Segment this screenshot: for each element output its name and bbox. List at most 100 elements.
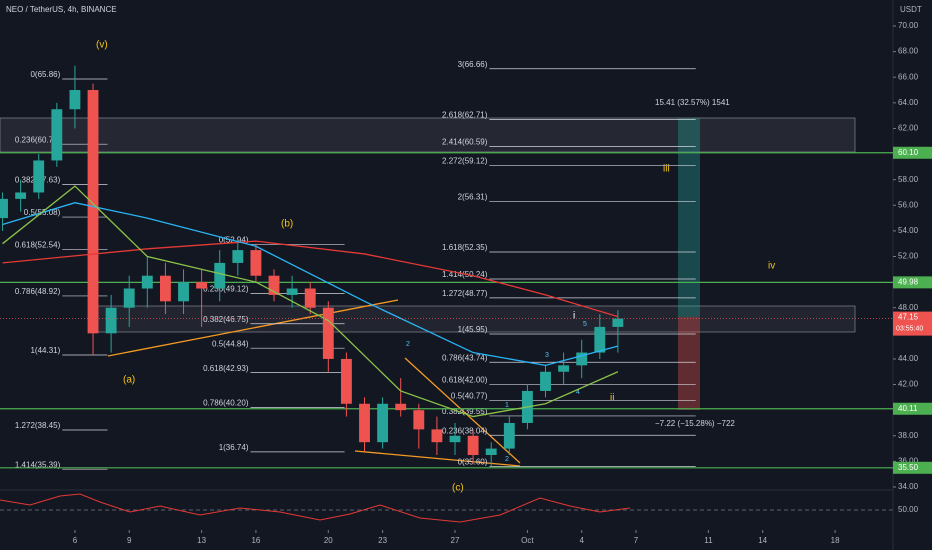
fib-label: 2.618(62.71) bbox=[442, 110, 488, 119]
countdown: 03:55:40 bbox=[896, 325, 923, 332]
zone bbox=[0, 117, 856, 153]
fib-label: 1.414(35.39) bbox=[15, 460, 61, 469]
trend-line bbox=[404, 357, 521, 464]
candle-body bbox=[105, 307, 117, 334]
candle-body bbox=[467, 435, 479, 455]
last-price-badge bbox=[893, 311, 932, 336]
candle-body bbox=[69, 90, 81, 110]
y-tick-label: 70.00 bbox=[898, 21, 919, 30]
level-badge bbox=[893, 402, 932, 415]
wave-circle: 2 bbox=[505, 456, 509, 463]
fib-label: 0.786(43.74) bbox=[442, 353, 488, 362]
candle-body bbox=[576, 352, 588, 366]
candle-body bbox=[395, 403, 407, 411]
candle-body bbox=[232, 250, 244, 263]
fib-label: 2(56.31) bbox=[458, 192, 488, 201]
candle-body bbox=[431, 429, 443, 443]
y-tick-label: 66.00 bbox=[898, 72, 919, 81]
fib-label: 0.382(46.75) bbox=[203, 315, 249, 324]
wave-circle: 2 bbox=[406, 341, 410, 348]
measure-up bbox=[678, 118, 700, 317]
x-tick-label: 6 bbox=[73, 536, 78, 545]
last-price-label: 47.15 bbox=[898, 313, 919, 322]
fib-label: 2.272(59.12) bbox=[442, 156, 488, 165]
fib-label: 0.236(60.77) bbox=[15, 135, 61, 144]
x-tick-label: 7 bbox=[634, 536, 639, 545]
wave-label: (a) bbox=[123, 375, 135, 386]
x-tick-label: Oct bbox=[521, 536, 534, 545]
currency: USDT bbox=[900, 5, 922, 14]
fib-label: 3(66.66) bbox=[458, 60, 488, 69]
trend-line bbox=[354, 450, 521, 467]
fib-label: 0.236(38.04) bbox=[442, 426, 488, 435]
candle-body bbox=[449, 435, 461, 443]
candle-body bbox=[87, 90, 99, 334]
fib-label: 0.5(44.84) bbox=[212, 339, 249, 348]
y-tick-label: 52.00 bbox=[898, 252, 919, 261]
y-tick-label: 56.00 bbox=[898, 200, 919, 209]
candle-body bbox=[141, 275, 153, 289]
fib-label: 1.272(48.77) bbox=[442, 289, 488, 298]
y-tick-label: 42.00 bbox=[898, 380, 919, 389]
measure-label: 15.41 (32.57%) 1541 bbox=[655, 98, 730, 107]
level-label: 60.10 bbox=[898, 148, 919, 157]
osc-level: 50.00 bbox=[898, 505, 919, 514]
fib-label: 0(65.86) bbox=[30, 70, 60, 79]
candle-body bbox=[178, 282, 189, 302]
fib-label: 0.786(48.92) bbox=[15, 287, 61, 296]
candle-body bbox=[304, 288, 316, 308]
x-tick-label: 4 bbox=[579, 536, 584, 545]
candle-body bbox=[340, 358, 352, 404]
candle-body bbox=[33, 160, 45, 193]
y-tick-label: 48.00 bbox=[898, 303, 919, 312]
moving-average bbox=[2, 202, 619, 367]
candle-body bbox=[268, 275, 280, 295]
candle-body bbox=[51, 109, 63, 161]
wave-circle: 4 bbox=[576, 389, 580, 396]
fib-label: 2.414(60.59) bbox=[442, 138, 488, 147]
fib-label: 0.618(42.00) bbox=[442, 376, 488, 385]
wave-circle: 1 bbox=[505, 402, 509, 409]
y-tick-label: 34.00 bbox=[898, 482, 919, 491]
level-label: 35.50 bbox=[898, 463, 919, 472]
candle-body bbox=[123, 288, 135, 308]
fib-label: 0.5(40.77) bbox=[451, 391, 488, 400]
fib-label: 0.786(40.20) bbox=[203, 399, 249, 408]
candle-body bbox=[377, 403, 389, 443]
candle-body bbox=[485, 448, 497, 455]
candle-body bbox=[558, 365, 570, 372]
level-label: 49.98 bbox=[898, 277, 919, 286]
wave-label: (v) bbox=[96, 40, 108, 51]
candle-body bbox=[413, 410, 425, 430]
candle-body bbox=[503, 422, 515, 449]
fib-label: 1.272(38.45) bbox=[15, 421, 61, 430]
fib-label: 0.236(49.12) bbox=[203, 284, 249, 293]
moving-average bbox=[2, 240, 619, 318]
level-badge bbox=[893, 276, 932, 289]
wave-circle: 5 bbox=[583, 321, 587, 328]
candle-body bbox=[159, 275, 171, 302]
fib-label: 1(45.95) bbox=[458, 325, 488, 334]
candle-body bbox=[322, 307, 334, 359]
fib-label: 0.618(52.54) bbox=[15, 241, 61, 250]
fib-label: 0.382(39.55) bbox=[442, 407, 488, 416]
x-tick-label: 9 bbox=[127, 536, 132, 545]
candle-body bbox=[250, 250, 262, 276]
wave-label: i bbox=[573, 311, 575, 322]
y-tick-label: 64.00 bbox=[898, 98, 919, 107]
zone bbox=[97, 305, 856, 333]
trend-line bbox=[107, 299, 399, 357]
wave-label: iv bbox=[768, 261, 775, 272]
candle-body bbox=[214, 262, 226, 289]
x-tick-label: 13 bbox=[197, 536, 206, 545]
candle-body bbox=[594, 326, 606, 353]
level-badge bbox=[893, 461, 932, 474]
y-tick-label: 62.00 bbox=[898, 124, 919, 133]
y-tick-label: 68.00 bbox=[898, 47, 919, 56]
x-tick-label: 27 bbox=[451, 536, 460, 545]
y-tick-label: 36.00 bbox=[898, 456, 919, 465]
y-tick-label: 58.00 bbox=[898, 175, 919, 184]
wave-label: (b) bbox=[281, 219, 293, 230]
y-tick-label: 44.00 bbox=[898, 354, 919, 363]
